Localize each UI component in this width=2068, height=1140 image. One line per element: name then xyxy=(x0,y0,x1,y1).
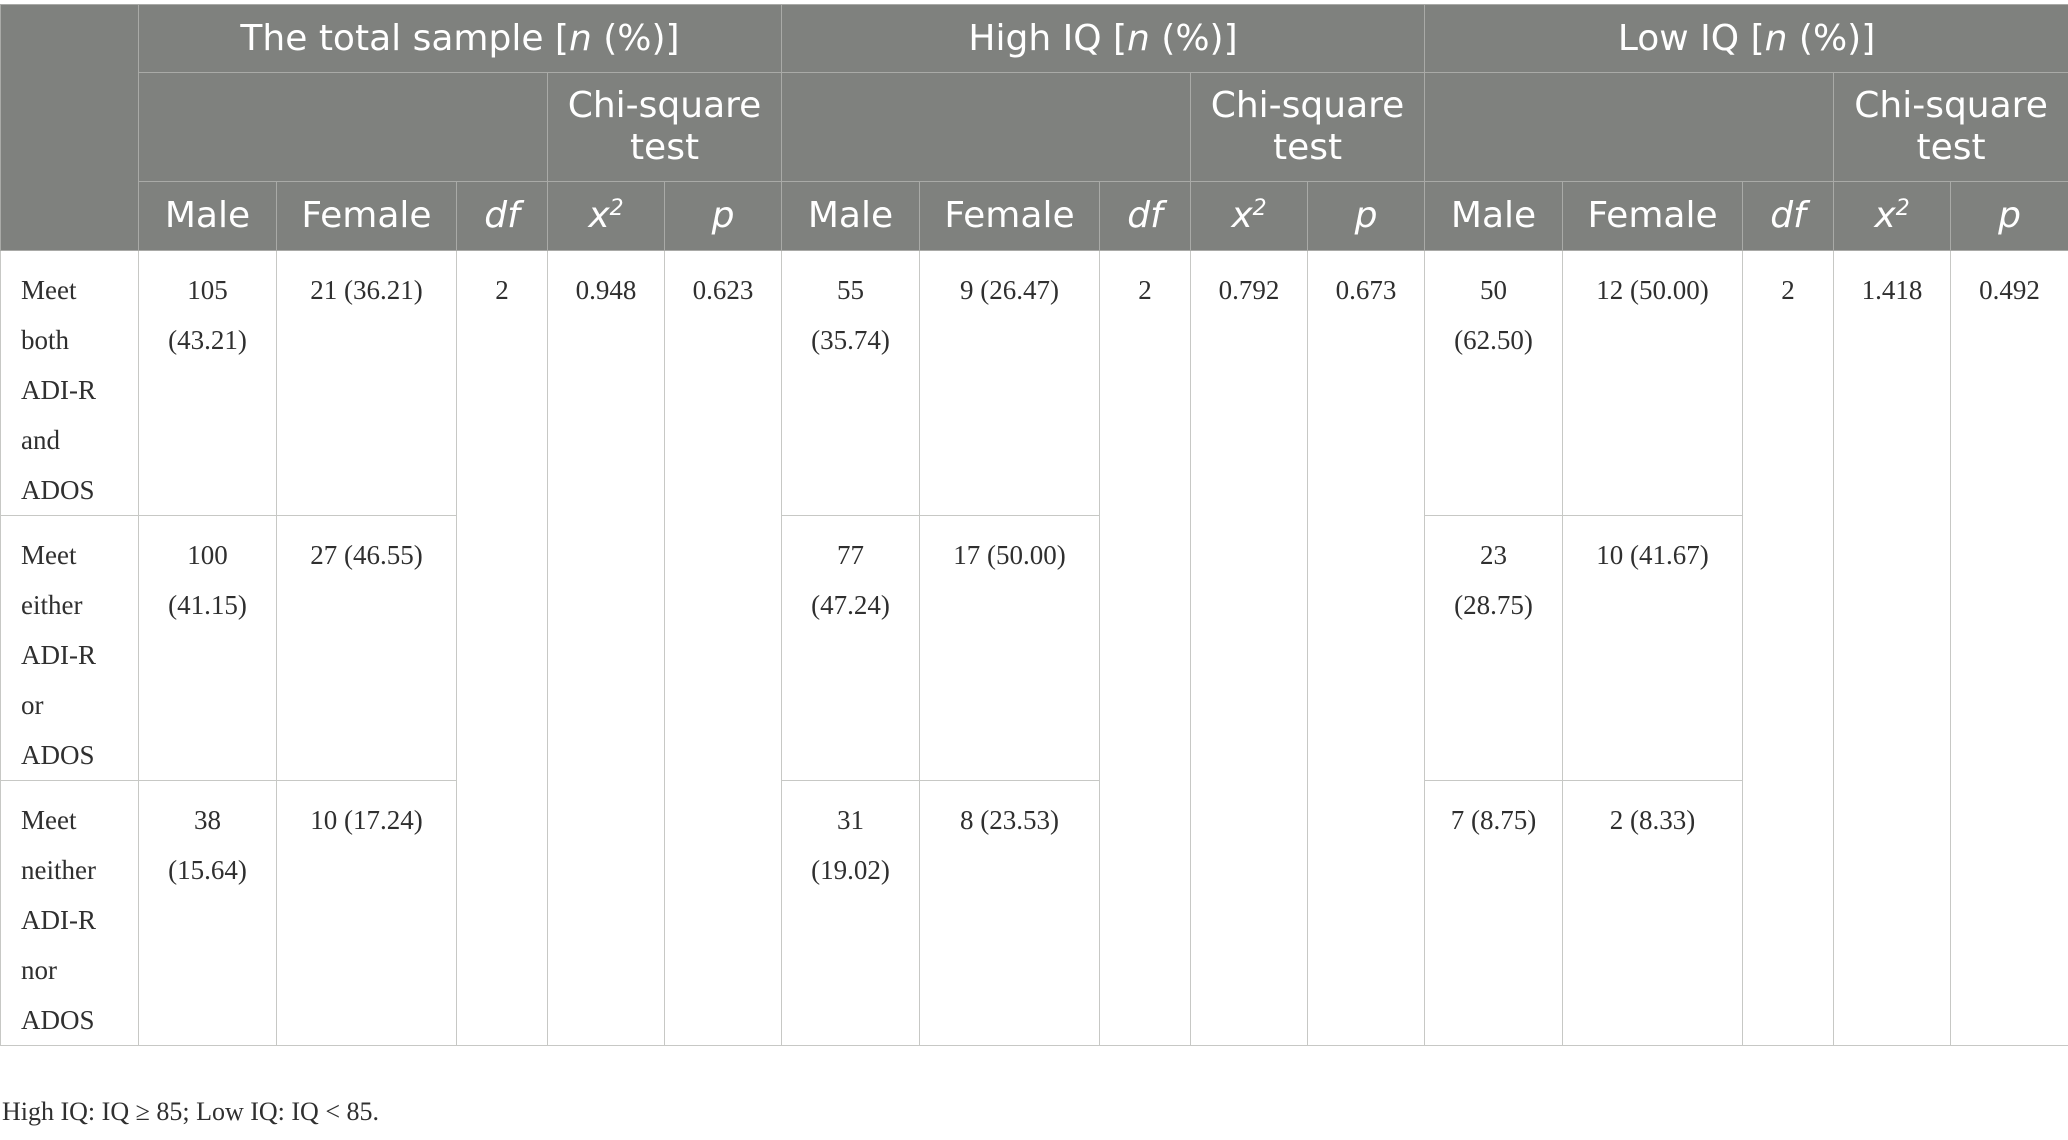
table-row: Meet either ADI-R or ADOS 100 (41.15) 27 (46.… xyxy=(0,515,2068,781)
col-x2-total: x2 xyxy=(547,181,665,251)
cell-male-low: 23 (28.75) xyxy=(1424,515,1564,781)
blank-header-total xyxy=(138,72,548,182)
cell-male-high: 77 (47.24) xyxy=(781,515,921,781)
cell-male-low: 50 (62.50) xyxy=(1424,250,1564,516)
chi-square-header-low: Chi-square test xyxy=(1833,72,2068,182)
cell-df-low: 2 xyxy=(1742,250,1835,1046)
col-df-total: df xyxy=(456,181,548,251)
cell-x2-total: 0.948 xyxy=(547,250,665,1046)
col-male-high: Male xyxy=(781,181,921,251)
cell-female-low: 10 (41.67) xyxy=(1562,515,1744,781)
col-female-low: Female xyxy=(1562,181,1744,251)
cell-male-total: 100 (41.15) xyxy=(138,515,277,781)
corner-header-cell xyxy=(0,4,139,251)
col-x2-high: x2 xyxy=(1190,181,1309,251)
results-table: The total sample [n (%)] High IQ [n (%)]… xyxy=(0,4,2068,1046)
cell-male-high: 31 (19.02) xyxy=(781,780,921,1046)
cell-df-high: 2 xyxy=(1099,250,1192,1046)
chi-square-header-total: Chi-square test xyxy=(546,72,783,182)
cell-p-total: 0.623 xyxy=(663,250,783,1046)
group-header-total: The total sample [n (%)] xyxy=(137,4,783,73)
col-df-high: df xyxy=(1099,181,1192,251)
col-female-high: Female xyxy=(919,181,1101,251)
cell-p-low: 0.492 xyxy=(1950,250,2068,1046)
col-p-low: p xyxy=(1950,181,2068,251)
col-df-low: df xyxy=(1742,181,1835,251)
cell-female-total: 10 (17.24) xyxy=(276,780,457,1046)
col-male-low: Male xyxy=(1424,181,1564,251)
col-p-high: p xyxy=(1307,181,1426,251)
table-footnote: High IQ: IQ ≥ 85; Low IQ: IQ < 85. xyxy=(2,1097,379,1126)
row-label: Meet both ADI-R and ADOS xyxy=(0,250,139,516)
chi-square-header-high: Chi-square test xyxy=(1190,72,1426,182)
group-header-high-iq: High IQ [n (%)] xyxy=(781,4,1426,73)
table-row: Meet neither ADI-R nor ADOS 38 (15.64) 10 (17… xyxy=(0,780,2068,1046)
cell-female-high: 8 (23.53) xyxy=(919,780,1101,1046)
col-male-total: Male xyxy=(138,181,277,251)
cell-p-high: 0.673 xyxy=(1307,250,1426,1046)
group-header-low-iq: Low IQ [n (%)] xyxy=(1424,4,2068,73)
table-row: Meet both ADI-R and ADOS 105 (43.21) 21 (36.2… xyxy=(0,250,2068,1046)
blank-header-low xyxy=(1424,72,1835,182)
blank-header-high xyxy=(781,72,1192,182)
cell-male-low: 7 (8.75) xyxy=(1424,780,1564,1046)
col-female-total: Female xyxy=(276,181,457,251)
row-label: Meet neither ADI-R nor ADOS xyxy=(0,780,139,1046)
col-p-total: p xyxy=(663,181,783,251)
cell-x2-high: 0.792 xyxy=(1190,250,1309,1046)
row-label: Meet either ADI-R or ADOS xyxy=(0,515,139,781)
cell-male-total: 105 (43.21) xyxy=(138,250,277,516)
cell-x2-low: 1.418 xyxy=(1833,250,1952,1046)
cell-female-high: 17 (50.00) xyxy=(919,515,1101,781)
cell-female-total: 21 (36.21) xyxy=(276,250,457,516)
cell-female-total: 27 (46.55) xyxy=(276,515,457,781)
cell-df-total: 2 xyxy=(456,250,548,1046)
cell-female-low: 12 (50.00) xyxy=(1562,250,1744,516)
cell-female-low: 2 (8.33) xyxy=(1562,780,1744,1046)
cell-male-total: 38 (15.64) xyxy=(138,780,277,1046)
col-x2-low: x2 xyxy=(1833,181,1952,251)
cell-male-high: 55 (35.74) xyxy=(781,250,921,516)
cell-female-high: 9 (26.47) xyxy=(919,250,1101,516)
